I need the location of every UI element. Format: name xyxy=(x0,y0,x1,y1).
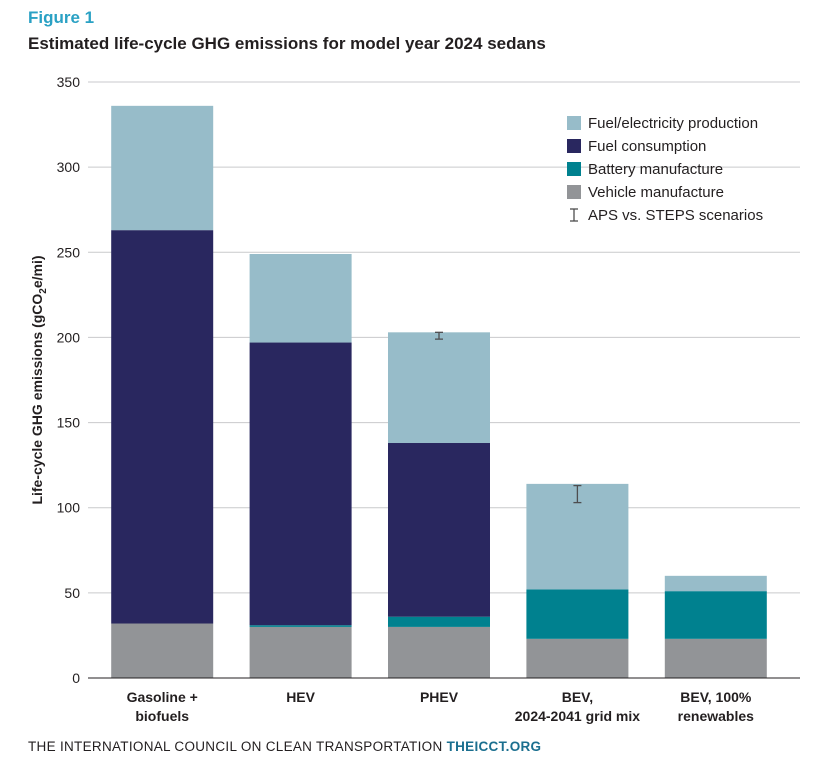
bar-segment xyxy=(111,105,214,231)
x-category-label: Gasoline + xyxy=(127,689,198,705)
chart-title: Estimated life-cycle GHG emissions for m… xyxy=(28,34,546,53)
y-tick-label: 350 xyxy=(57,74,81,90)
legend-entry: APS vs. STEPS scenarios xyxy=(588,207,763,224)
x-category-label: renewables xyxy=(678,708,754,724)
stacked-bar-chart: 0 50 100 150 200 250 300 350 Life-cycle GHG emi… xyxy=(29,74,800,724)
bar-segment xyxy=(388,443,490,617)
y-tick-label: 200 xyxy=(57,329,81,345)
legend-entry: Battery manufacture xyxy=(588,161,723,178)
footer: THE INTERNATIONAL COUNCIL ON CLEAN TRANS… xyxy=(28,739,541,754)
x-axis-categories: Gasoline + biofuels HEV PHEV BEV, 2024-2041 g… xyxy=(127,689,755,724)
legend-swatch xyxy=(567,116,581,130)
y-tick-label: 50 xyxy=(64,585,80,601)
x-category-label: BEV, xyxy=(562,689,593,705)
figure-label: Figure 1 xyxy=(28,8,95,27)
bars xyxy=(111,105,767,678)
y-tick-label: 250 xyxy=(57,244,81,260)
bar-segment xyxy=(664,591,767,639)
legend-entry: Fuel/electricity production xyxy=(588,115,758,132)
x-category-label: PHEV xyxy=(420,689,459,705)
bar-segment xyxy=(249,253,352,343)
bar-segment xyxy=(388,332,490,444)
legend-swatch xyxy=(567,139,581,153)
bar-segment xyxy=(249,342,352,626)
bar-segment xyxy=(249,625,352,627)
bar-segment xyxy=(388,616,490,627)
y-axis-label-part: Life-cycle GHG emissions (gCO xyxy=(29,294,45,505)
y-axis-ticks: 0 50 100 150 200 250 300 350 xyxy=(57,74,81,686)
y-axis-label: Life-cycle GHG emissions (gCO2e/mi) xyxy=(29,255,49,504)
x-category-label: HEV xyxy=(286,689,315,705)
footer-org: THE INTERNATIONAL COUNCIL ON CLEAN TRANS… xyxy=(28,739,443,754)
y-tick-label: 0 xyxy=(72,670,80,686)
legend-entry: Vehicle manufacture xyxy=(588,184,724,201)
bar-segment xyxy=(111,623,214,678)
bar-segment xyxy=(664,575,767,592)
y-axis-label-part: e/mi) xyxy=(29,255,45,288)
bar-segment xyxy=(111,230,214,624)
legend: Fuel/electricity production Fuel consumpt… xyxy=(567,115,763,224)
legend-entry: Fuel consumption xyxy=(588,138,706,155)
bar-segment xyxy=(526,589,629,639)
y-tick-label: 100 xyxy=(57,500,81,516)
bar-segment xyxy=(526,638,629,678)
y-axis-label-subscript: 2 xyxy=(38,288,49,294)
bar-segment xyxy=(249,626,352,678)
bar-segment xyxy=(664,638,767,678)
legend-swatch xyxy=(567,162,581,176)
legend-swatch xyxy=(567,185,581,199)
x-category-label: 2024-2041 grid mix xyxy=(515,708,641,724)
y-tick-label: 150 xyxy=(57,415,81,431)
error-bars xyxy=(435,331,582,504)
bar-segment xyxy=(388,626,490,678)
x-category-label: BEV, 100% xyxy=(680,689,752,705)
footer-site: THEICCT.ORG xyxy=(446,739,542,754)
y-tick-label: 300 xyxy=(57,159,81,175)
x-category-label: biofuels xyxy=(135,708,189,724)
